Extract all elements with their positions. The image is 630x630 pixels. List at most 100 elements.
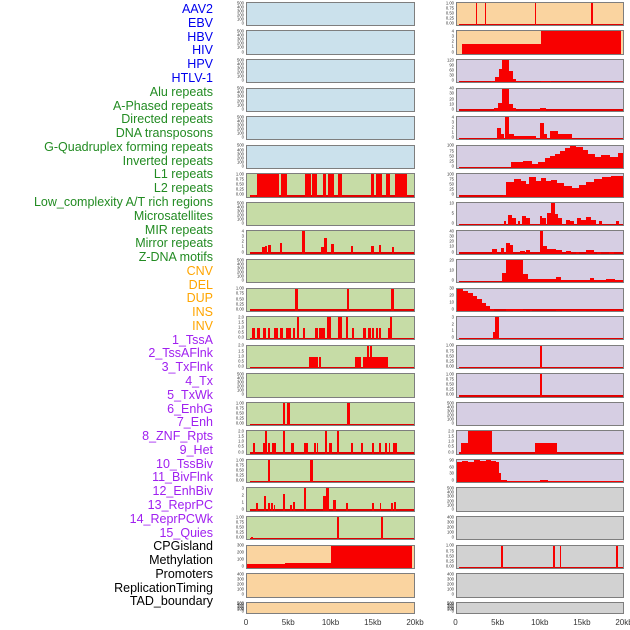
- feature-label-dup: DUP: [186, 291, 213, 306]
- track-plot-htlv-1: [246, 144, 415, 170]
- bar: [351, 328, 355, 340]
- y-tick-label: 400: [236, 148, 244, 153]
- y-tick-label: 200: [236, 583, 244, 588]
- track-plot-ebv: [246, 30, 415, 55]
- y-tick-label: 4: [451, 30, 454, 35]
- bar: [263, 495, 266, 511]
- bar: [616, 545, 618, 568]
- track-plot-mir-repeats: [246, 458, 415, 484]
- bar: [540, 374, 543, 397]
- bar: [512, 78, 517, 83]
- bar: [531, 480, 540, 483]
- feature-label-aav2: AAV2: [181, 2, 213, 17]
- track-plot-inverted-repeats: [246, 316, 415, 341]
- y-tick-label: 0.75: [445, 349, 454, 354]
- feature-label-1-tssa: 1_TssA: [172, 332, 213, 347]
- bar: [558, 218, 563, 226]
- track-plot-6-enhg: [455, 201, 624, 227]
- bar: [350, 246, 354, 254]
- bar: [292, 501, 295, 511]
- y-tick-label: 2.0: [238, 344, 244, 349]
- bar: [295, 288, 298, 311]
- track-baseline: [250, 337, 414, 340]
- bar: [495, 461, 499, 483]
- feature-label-g-quadruplex-forming-repeats: G-Quadruplex forming repeats: [44, 139, 213, 154]
- feature-label-del: DEL: [188, 277, 213, 292]
- bar: [606, 278, 615, 283]
- y-tick-label: 0.00: [235, 421, 244, 427]
- y-tick-label: 40: [448, 230, 454, 235]
- y-tick-label: 0.75: [445, 6, 454, 11]
- y-tick-label: 40: [448, 87, 454, 92]
- y-tick-label: 400: [236, 572, 244, 578]
- bar: [498, 103, 503, 111]
- bar: [585, 182, 594, 197]
- y-tick-label: 0.0: [238, 336, 244, 341]
- feature-label-14-reprpcwk: 14_ReprPCWk: [129, 511, 213, 526]
- y-tick-label: 1.5: [238, 435, 244, 440]
- y-tick-label: 100: [446, 588, 454, 593]
- y-tick-label: 0.5: [238, 445, 244, 450]
- bar: [572, 187, 579, 197]
- y-tick-label: 25: [448, 188, 454, 193]
- y-tick-label: 300: [236, 381, 244, 386]
- track-plot-3-txflnk: [455, 116, 624, 141]
- y-tick-label: 400: [446, 603, 454, 608]
- y-tick-label: 0.25: [235, 302, 244, 307]
- bar: [498, 472, 502, 483]
- y-tick-label: 3: [451, 120, 454, 126]
- feature-label-hiv: HIV: [192, 43, 213, 58]
- y-tick-label: 0.25: [235, 531, 244, 536]
- feature-label-directed-repeats: Directed repeats: [121, 112, 213, 127]
- bar: [505, 117, 510, 140]
- bar: [606, 310, 624, 311]
- y-tick-label: 0: [451, 336, 454, 341]
- bar: [501, 480, 507, 483]
- bar: [267, 442, 271, 454]
- bar: [506, 182, 515, 197]
- x-tick-label: 5kb: [491, 617, 505, 627]
- y-tick-label: 0.75: [445, 549, 454, 554]
- y-tick-label: 0.00: [235, 193, 244, 198]
- track-plot-l1-repeats: [246, 344, 415, 370]
- y-tick-label: 90: [448, 63, 454, 68]
- y-tick-label: 500: [446, 601, 454, 606]
- track-plot-2-tssaflnk: [455, 87, 624, 112]
- bar: [495, 317, 499, 340]
- y-tick-label: 0: [451, 279, 454, 284]
- y-tick-label: 400: [236, 91, 244, 96]
- y-tick-label: 60: [448, 465, 454, 470]
- y-tick-label: 0.50: [235, 468, 244, 474]
- bar: [556, 480, 624, 483]
- bar: [493, 332, 496, 340]
- bar: [518, 220, 520, 226]
- y-tick-label: 3: [241, 487, 244, 492]
- y-tick-label: 500: [236, 87, 244, 92]
- bar: [468, 292, 474, 311]
- bar: [381, 517, 384, 540]
- y-tick-label: 10: [448, 268, 454, 274]
- y-tick-label: 200: [446, 499, 454, 504]
- track-plot-low-complexity-a-t-rich-regions: [246, 401, 415, 427]
- y-tick-label: 0.5: [238, 331, 244, 336]
- bar: [609, 156, 619, 169]
- bar: [456, 289, 464, 311]
- y-tick-label: 500: [236, 1, 244, 6]
- y-tick-label: 300: [446, 520, 454, 526]
- bar: [523, 274, 529, 283]
- feature-label-ins: INS: [192, 305, 213, 320]
- bar: [558, 133, 573, 140]
- feature-label-4-tx: 4_Tx: [185, 374, 213, 389]
- y-tick-label: 0.00: [235, 479, 244, 484]
- y-tick-label: 0.50: [445, 383, 454, 388]
- track-plot-z-dna-motifs: [246, 516, 415, 541]
- y-tick-label: 2: [241, 240, 244, 245]
- y-tick-label: 100: [446, 417, 454, 422]
- bar: [578, 185, 586, 197]
- bar: [263, 328, 266, 340]
- feature-label-tad-boundary: TAD_boundary: [129, 594, 213, 609]
- bar: [473, 295, 478, 311]
- bar: [543, 245, 548, 254]
- y-tick-label: 100: [446, 531, 454, 536]
